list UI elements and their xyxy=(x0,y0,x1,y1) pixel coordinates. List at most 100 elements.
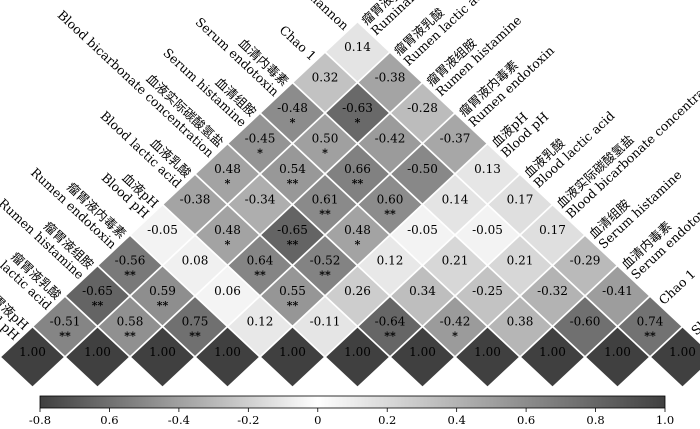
cell-value: 0.74 xyxy=(637,315,664,329)
row-label: Shannon xyxy=(301,0,352,33)
significance-mark: ** xyxy=(319,269,331,282)
cell-value: 1.00 xyxy=(19,345,46,359)
cell-value: -0.65 xyxy=(82,284,113,298)
colorbar-tick-label: -0.2 xyxy=(237,413,259,425)
cell-value: 0.54 xyxy=(279,162,306,176)
cell-value: -0.41 xyxy=(602,284,633,298)
cell-value: 0.48 xyxy=(344,223,371,237)
significance-mark: ** xyxy=(319,208,331,221)
cell-value: -0.05 xyxy=(472,223,503,237)
cell-value: -0.37 xyxy=(440,132,471,146)
cell-value: 0.32 xyxy=(312,71,339,85)
significance-mark: * xyxy=(322,147,328,160)
cell-value: 0.13 xyxy=(474,162,501,176)
significance-mark: ** xyxy=(157,299,169,312)
cell-value: -0.52 xyxy=(310,254,341,268)
cell-value: 1.00 xyxy=(149,345,176,359)
row-label-en: Chao 1 xyxy=(277,22,320,63)
cell-value: -0.29 xyxy=(570,254,601,268)
cell-value: -0.42 xyxy=(440,315,471,329)
cell-value: -0.50 xyxy=(407,162,438,176)
cell-value: -0.11 xyxy=(310,315,341,329)
cell-value: 0.17 xyxy=(507,193,534,207)
significance-mark: ** xyxy=(287,299,299,312)
significance-mark: * xyxy=(225,177,231,190)
cell-value: 0.12 xyxy=(377,254,404,268)
cell-value: 1.00 xyxy=(474,345,501,359)
cell-value: 0.48 xyxy=(214,223,241,237)
significance-mark: ** xyxy=(384,208,396,221)
cell-value: -0.34 xyxy=(245,193,276,207)
cell-value: 0.17 xyxy=(539,223,566,237)
colorbar-tick-label: -0.4 xyxy=(168,413,190,425)
significance-mark: ** xyxy=(254,269,266,282)
cell-value: -0.32 xyxy=(537,284,568,298)
cell-value: 0.06 xyxy=(214,284,241,298)
cell-value: -0.05 xyxy=(407,223,438,237)
cell-value: -0.60 xyxy=(570,315,601,329)
cell-value: -0.25 xyxy=(472,284,503,298)
cell-value: 0.60 xyxy=(377,193,404,207)
significance-mark: ** xyxy=(287,177,299,190)
cell-value: 0.64 xyxy=(247,254,274,268)
significance-mark: ** xyxy=(59,330,71,343)
colorbar-tick-label: 0.6 xyxy=(517,413,535,425)
colorbar-tick-label: 0.4 xyxy=(448,413,466,425)
colorbar-gradient xyxy=(40,396,665,408)
cell-value: 0.50 xyxy=(312,132,339,146)
cell-value: -0.64 xyxy=(375,315,406,329)
significance-mark: * xyxy=(257,147,263,160)
cell-value: 0.75 xyxy=(182,315,209,329)
cell-value: 0.34 xyxy=(409,284,436,298)
cell-value: 0.66 xyxy=(344,162,371,176)
cell-value: 1.00 xyxy=(214,345,241,359)
cell-value: -0.48 xyxy=(277,101,308,115)
colorbar-tick-label: 0.8 xyxy=(586,413,604,425)
colorbar-tick-label: -0.8 xyxy=(29,413,51,425)
col-label-en: Chao 1 xyxy=(656,266,699,307)
cell-value: 1.00 xyxy=(669,345,696,359)
significance-mark: * xyxy=(225,238,231,251)
colorbar-tick-label: 0 xyxy=(314,413,321,425)
cell-value: 0.38 xyxy=(507,315,534,329)
cell-value: -0.51 xyxy=(50,315,81,329)
cell-value: -0.63 xyxy=(342,101,373,115)
significance-mark: ** xyxy=(384,330,396,343)
cell-value: 0.48 xyxy=(214,162,241,176)
colorbar-tick-label: 0.6 xyxy=(100,413,118,425)
significance-mark: ** xyxy=(189,330,201,343)
cell-value: 0.21 xyxy=(507,254,534,268)
cell-value: -0.28 xyxy=(407,101,438,115)
cell-value: 0.14 xyxy=(442,193,469,207)
cell-value: 1.00 xyxy=(539,345,566,359)
significance-mark: ** xyxy=(644,330,656,343)
cell-value: 1.00 xyxy=(279,345,306,359)
significance-mark: ** xyxy=(287,238,299,251)
significance-mark: ** xyxy=(92,299,104,312)
significance-mark: * xyxy=(355,116,361,129)
cell-value: 0.55 xyxy=(279,284,306,298)
row-label: Chao 1 xyxy=(277,22,320,63)
significance-mark: ** xyxy=(124,330,136,343)
cell-value: 0.12 xyxy=(247,315,274,329)
heatmap-cells: 1.00-0.51**-0.65**-0.56**-0.05-0.380.48*… xyxy=(1,22,700,387)
significance-mark: ** xyxy=(352,177,364,190)
significance-mark: * xyxy=(355,238,361,251)
cell-value: -0.65 xyxy=(277,223,308,237)
cell-value: 0.59 xyxy=(149,284,176,298)
cell-value: 0.58 xyxy=(117,315,144,329)
cell-value: 1.00 xyxy=(344,345,371,359)
cell-value: -0.38 xyxy=(180,193,211,207)
cell-value: 0.08 xyxy=(182,254,209,268)
significance-mark: ** xyxy=(124,269,136,282)
cell-value: 0.26 xyxy=(344,284,371,298)
cell-value: 0.61 xyxy=(312,193,339,207)
cell-value: 1.00 xyxy=(84,345,111,359)
cell-value: -0.38 xyxy=(375,71,406,85)
col-label-en: Shannon xyxy=(688,289,700,338)
cell-value: 0.21 xyxy=(442,254,469,268)
colorbar-tick-label: 0.2 xyxy=(378,413,396,425)
